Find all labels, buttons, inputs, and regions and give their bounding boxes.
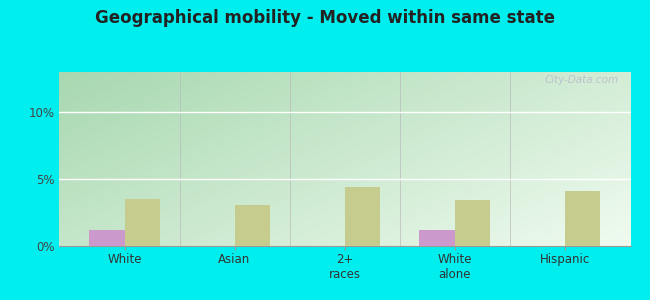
Bar <box>125 199 160 246</box>
Bar <box>89 230 125 246</box>
Bar <box>454 200 489 246</box>
Text: City-Data.com: City-Data.com <box>545 76 619 85</box>
Bar <box>235 205 270 246</box>
Bar <box>419 230 454 246</box>
Text: Geographical mobility - Moved within same state: Geographical mobility - Moved within sam… <box>95 9 555 27</box>
Bar <box>564 191 600 246</box>
Bar <box>344 187 380 246</box>
